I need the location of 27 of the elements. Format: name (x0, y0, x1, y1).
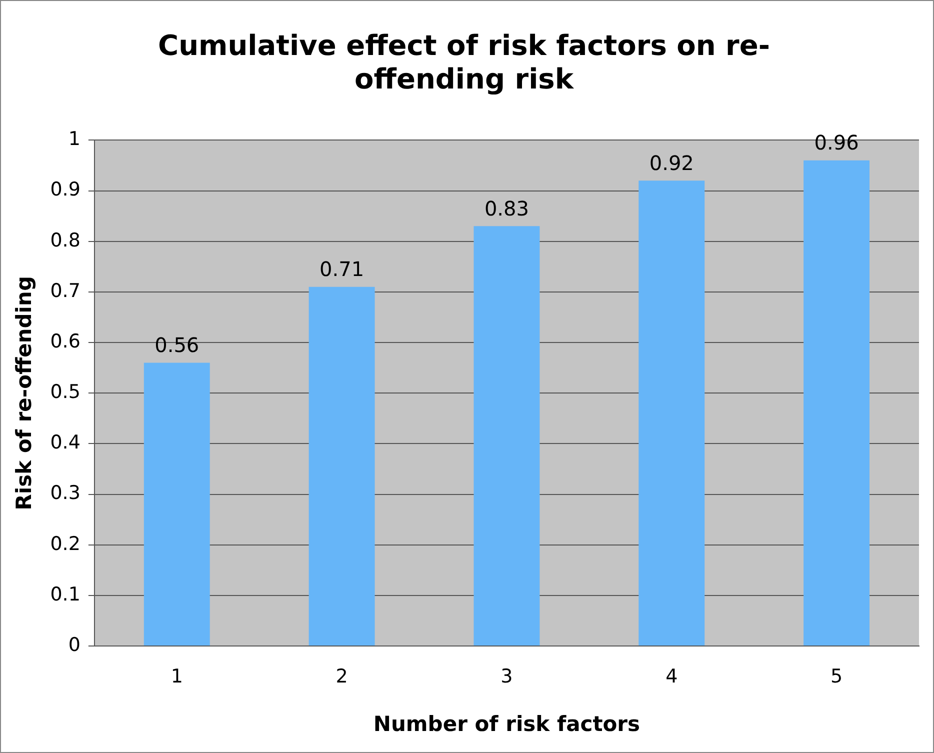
y-tick-label: 0.8 (50, 229, 80, 252)
x-tick-label: 5 (830, 665, 843, 688)
data-label: 0.71 (320, 257, 364, 282)
y-axis-title: Risk of re-offending (12, 276, 36, 510)
bar (308, 286, 375, 646)
y-tick-label: 0.6 (50, 330, 80, 352)
x-tick-label: 1 (170, 665, 183, 688)
x-tick-label: 4 (666, 665, 678, 688)
bar (804, 160, 870, 646)
y-tick-label: 0.7 (50, 280, 80, 302)
y-tick-label: 0 (68, 634, 80, 656)
y-tick-label: 0.1 (50, 583, 80, 606)
y-tick-label: 1 (68, 128, 80, 150)
chart-title: Cumulative effect of risk factors on re-offending risk (158, 29, 770, 96)
bar (638, 180, 705, 646)
x-axis-title: Number of risk factors (373, 712, 640, 736)
y-tick-label: 0.2 (50, 532, 80, 555)
bar (144, 362, 210, 646)
y-tick-label: 0.3 (50, 482, 80, 504)
data-label: 0.83 (484, 196, 529, 220)
data-label: 0.92 (649, 150, 694, 175)
y-tick-label: 0.5 (50, 381, 80, 404)
x-tick-label: 2 (336, 665, 348, 688)
x-tick-label: 3 (500, 665, 513, 688)
y-tick-label: 0.4 (50, 432, 80, 454)
y-tick-label: 0.9 (50, 178, 80, 201)
bar (474, 226, 540, 646)
